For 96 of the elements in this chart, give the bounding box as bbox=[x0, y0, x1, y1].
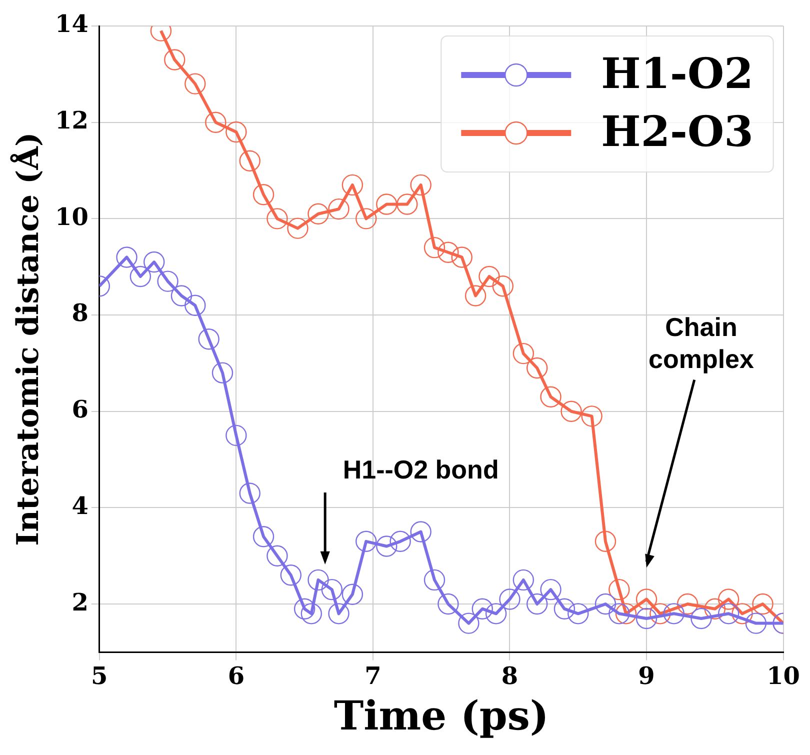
point bbox=[410, 521, 432, 542]
point bbox=[294, 598, 316, 620]
point bbox=[718, 603, 740, 624]
point bbox=[594, 530, 616, 552]
point bbox=[492, 276, 514, 297]
point bbox=[376, 194, 398, 215]
x-axis-title: Time (ps) bbox=[334, 692, 549, 740]
point bbox=[198, 328, 220, 350]
point bbox=[732, 603, 753, 624]
point bbox=[451, 246, 472, 268]
point bbox=[396, 194, 418, 215]
y-axis-title: Interatomic distance (Å) bbox=[10, 132, 46, 546]
point bbox=[280, 564, 302, 586]
point bbox=[287, 218, 308, 239]
point bbox=[485, 603, 507, 624]
point bbox=[560, 400, 582, 422]
point bbox=[554, 598, 576, 620]
point bbox=[636, 588, 658, 610]
point bbox=[676, 593, 698, 615]
point bbox=[300, 603, 322, 624]
point bbox=[581, 406, 602, 427]
point bbox=[663, 603, 684, 624]
point bbox=[478, 266, 500, 288]
point bbox=[205, 112, 226, 133]
point bbox=[212, 362, 234, 384]
point bbox=[650, 603, 671, 624]
point bbox=[356, 530, 377, 552]
annotation: Chain complex bbox=[648, 312, 755, 374]
point bbox=[184, 294, 206, 316]
point bbox=[718, 588, 740, 610]
point bbox=[266, 208, 288, 230]
point bbox=[594, 593, 616, 615]
point bbox=[499, 588, 520, 610]
point bbox=[690, 608, 712, 630]
point bbox=[239, 150, 260, 172]
point bbox=[438, 242, 459, 263]
point bbox=[512, 342, 534, 364]
point bbox=[458, 612, 480, 634]
y-tick-label: 4 bbox=[72, 490, 88, 520]
point bbox=[410, 174, 432, 196]
point bbox=[308, 569, 329, 591]
point bbox=[342, 584, 364, 605]
point bbox=[130, 266, 152, 288]
y-tick-label: 14 bbox=[54, 9, 88, 38]
point bbox=[608, 603, 630, 624]
x-tick-label: 10 bbox=[766, 660, 800, 690]
point bbox=[239, 482, 260, 504]
point bbox=[252, 184, 274, 206]
point bbox=[321, 578, 343, 600]
point bbox=[424, 236, 446, 258]
point bbox=[184, 73, 206, 94]
point bbox=[438, 593, 459, 615]
annotation: H1--O2 bond bbox=[342, 454, 499, 485]
point bbox=[526, 593, 548, 615]
y-tick-label: 12 bbox=[54, 106, 88, 135]
y-tick-label: 10 bbox=[54, 202, 88, 231]
point bbox=[328, 603, 350, 624]
x-tick-label: 7 bbox=[364, 660, 382, 690]
point bbox=[512, 569, 534, 591]
x-tick-label: 9 bbox=[638, 660, 655, 690]
point bbox=[704, 598, 726, 620]
point bbox=[472, 598, 493, 620]
point bbox=[116, 246, 138, 268]
point bbox=[157, 270, 178, 292]
point bbox=[252, 526, 274, 548]
point bbox=[226, 424, 247, 446]
point bbox=[356, 208, 377, 230]
point bbox=[540, 386, 562, 408]
point bbox=[144, 251, 165, 273]
point bbox=[752, 593, 774, 615]
point bbox=[615, 603, 637, 624]
x-tick-label: 5 bbox=[91, 660, 108, 690]
legend-label: H2-O3 bbox=[601, 106, 754, 156]
point bbox=[170, 285, 192, 306]
point bbox=[540, 578, 562, 600]
x-tick-label: 8 bbox=[501, 660, 518, 690]
point bbox=[390, 530, 411, 552]
point bbox=[308, 203, 329, 224]
point bbox=[164, 49, 186, 70]
point bbox=[745, 612, 767, 634]
point bbox=[342, 174, 364, 196]
x-tick-label: 6 bbox=[228, 660, 245, 690]
point bbox=[328, 198, 350, 220]
point bbox=[636, 608, 658, 630]
point bbox=[464, 285, 486, 306]
point bbox=[226, 121, 247, 143]
y-tick-label: 8 bbox=[72, 298, 88, 328]
point bbox=[608, 578, 630, 600]
point bbox=[266, 545, 288, 566]
y-tick-label: 2 bbox=[72, 587, 88, 616]
point bbox=[376, 536, 398, 557]
point bbox=[424, 569, 446, 591]
legend-label: H1-O2 bbox=[601, 48, 754, 98]
point bbox=[568, 603, 589, 624]
y-tick-label: 6 bbox=[72, 394, 88, 424]
point bbox=[526, 357, 548, 379]
